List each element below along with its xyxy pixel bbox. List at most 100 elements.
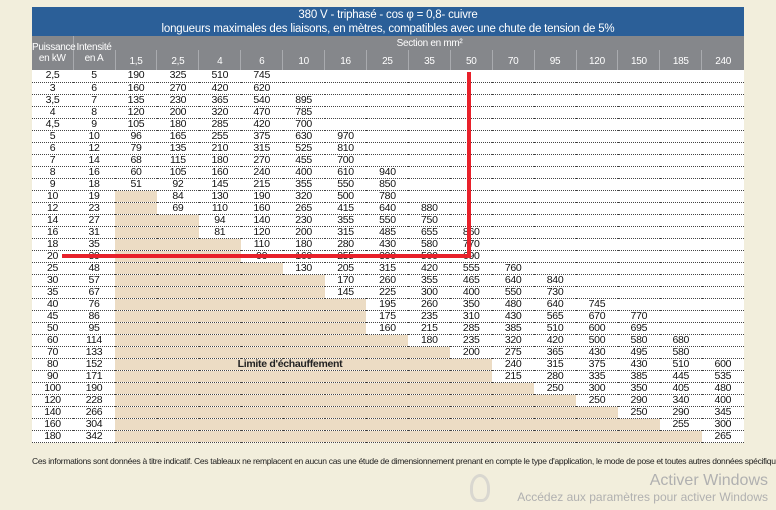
cell-shaded — [366, 394, 409, 407]
cell-empty — [617, 106, 660, 119]
header-section-col: 70 — [491, 50, 535, 70]
cell-empty — [701, 166, 744, 179]
cell-current: 114 — [73, 334, 116, 347]
cell-power: 9 — [32, 178, 74, 191]
cell-shaded — [450, 382, 493, 395]
cell-length: 79 — [115, 142, 157, 155]
cell-shaded — [198, 394, 241, 407]
cell-length: 420 — [408, 262, 451, 275]
cell-empty — [408, 178, 451, 191]
cell-length: 355 — [324, 214, 367, 227]
cell-shaded — [156, 418, 199, 431]
cell-length: 760 — [492, 262, 535, 275]
cell-length: 315 — [534, 358, 576, 371]
cell-length: 365 — [534, 346, 576, 359]
cell-shaded — [450, 406, 493, 419]
cell-empty — [659, 298, 702, 311]
cell-empty — [324, 118, 367, 131]
cell-shaded — [156, 382, 199, 395]
cell-empty — [659, 130, 702, 143]
cell-empty — [576, 178, 618, 191]
cell-length: 355 — [408, 274, 451, 287]
cell-empty — [534, 82, 576, 95]
cell-shaded — [115, 214, 157, 227]
cell-empty — [450, 106, 493, 119]
cell-empty — [534, 178, 576, 191]
cell-length: 750 — [408, 214, 451, 227]
cell-current: 76 — [73, 298, 116, 311]
cell-empty — [576, 190, 618, 203]
cell-power: 140 — [32, 406, 74, 419]
cell-length: 120 — [115, 106, 157, 119]
cell-shaded — [115, 298, 157, 311]
cell-current: 18 — [73, 178, 116, 191]
cell-length: 195 — [366, 298, 409, 311]
table-row: 25 48 130 205 315 420 555 760 — [32, 262, 744, 275]
cell-length: 250 — [617, 406, 660, 419]
cell-empty — [701, 250, 744, 263]
cell-empty — [492, 94, 535, 107]
table-row: 18 35 110 180 280 430 580 770 — [32, 238, 744, 251]
cell-shaded — [240, 382, 283, 395]
cell-shaded — [450, 418, 493, 431]
cell-length: 135 — [115, 94, 157, 107]
cell-shaded — [115, 394, 157, 407]
cell-empty — [534, 250, 576, 263]
cell-empty — [450, 82, 493, 95]
cell-empty — [659, 310, 702, 323]
cell-empty — [659, 286, 702, 299]
table-row: 9 18 51 92 145 215 355 550 850 — [32, 178, 744, 191]
cell-shaded — [408, 346, 451, 359]
cell-length: 290 — [659, 406, 702, 419]
cell-shaded — [240, 370, 283, 383]
header-section-col: 25 — [365, 50, 409, 70]
cell-empty — [492, 190, 535, 203]
cell-empty — [576, 118, 618, 131]
cell-empty — [366, 106, 409, 119]
cell-empty — [534, 202, 576, 215]
cell-shaded — [534, 394, 576, 407]
cell-length: 235 — [408, 310, 451, 323]
cell-shaded — [324, 358, 367, 371]
cable-length-table-panel: 380 V - triphasé - cos φ = 0,8- cuivre l… — [32, 7, 744, 443]
header-section-col: 150 — [617, 50, 660, 70]
cell-shaded — [156, 286, 199, 299]
cell-length: 550 — [366, 214, 409, 227]
cell-empty — [617, 166, 660, 179]
cell-shaded — [115, 406, 157, 419]
cell-length: 325 — [156, 70, 199, 83]
cell-length: 355 — [282, 178, 325, 191]
watermark-line-1: Activer Windows — [649, 472, 768, 489]
cell-empty — [408, 130, 451, 143]
cell-empty — [324, 82, 367, 95]
cell-shaded — [492, 406, 535, 419]
table-row: 180 342 265 — [32, 430, 744, 443]
table-row: 8 16 60 105 160 240 400 610 940 — [32, 166, 744, 179]
cell-length: 240 — [240, 166, 283, 179]
table-row: 12 23 69 110 160 265 415 640 880 — [32, 202, 744, 215]
cell-shaded — [115, 334, 157, 347]
cell-current: 31 — [73, 226, 116, 239]
cell-empty — [701, 334, 744, 347]
cell-empty — [617, 298, 660, 311]
cell-shaded — [282, 406, 325, 419]
cell-power: 120 — [32, 394, 74, 407]
cell-shaded — [198, 334, 241, 347]
cell-length: 260 — [366, 274, 409, 287]
cell-length: 860 — [450, 226, 493, 239]
cell-empty — [701, 226, 744, 239]
cell-empty — [408, 118, 451, 131]
cell-shaded — [240, 322, 283, 335]
header-section-col: 240 — [701, 50, 744, 70]
cell-shaded — [324, 394, 367, 407]
cell-power: 3,5 — [32, 94, 74, 107]
cell-length: 495 — [617, 346, 660, 359]
cell-shaded — [282, 394, 325, 407]
cell-power: 6 — [32, 142, 74, 155]
cell-shaded — [324, 418, 367, 431]
cell-power: 45 — [32, 310, 74, 323]
cell-shaded — [366, 370, 409, 383]
cell-shaded — [240, 406, 283, 419]
cell-length: 235 — [450, 334, 493, 347]
cell-shaded — [492, 430, 535, 443]
